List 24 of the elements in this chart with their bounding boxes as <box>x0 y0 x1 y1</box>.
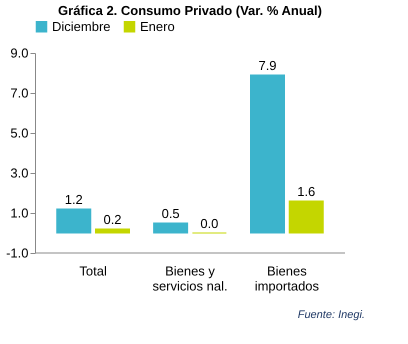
bar <box>288 200 324 234</box>
bar <box>153 222 188 234</box>
data-label: 7.9 <box>258 58 277 73</box>
bar <box>56 208 92 234</box>
data-label: 0.0 <box>200 216 218 231</box>
data-label: 0.2 <box>103 212 122 227</box>
bar <box>95 228 130 234</box>
source-note: Fuente: Inegi. <box>298 309 365 321</box>
y-tick-label: 1.0 <box>10 206 28 220</box>
chart-title: Gráfica 2. Consumo Privado (Var. % Anual) <box>58 3 322 18</box>
x-tick-label: Total <box>79 264 107 278</box>
data-label: 1.6 <box>297 184 316 199</box>
bar <box>250 74 285 234</box>
y-tick-label: 9.0 <box>10 46 28 60</box>
y-tick-label: -1.0 <box>6 246 28 260</box>
x-tick-label: Bienes y servicios nal. <box>152 264 228 294</box>
y-tick-label: 3.0 <box>10 166 28 180</box>
y-tick-label: 5.0 <box>10 126 28 140</box>
legend-label: Diciembre <box>52 18 111 34</box>
data-label: 0.5 <box>162 206 180 221</box>
x-tick-label: Bienes importados <box>254 264 320 294</box>
data-label: 1.2 <box>64 192 83 207</box>
y-tick-label: 7.0 <box>10 86 28 100</box>
legend-label: Enero <box>140 18 175 34</box>
